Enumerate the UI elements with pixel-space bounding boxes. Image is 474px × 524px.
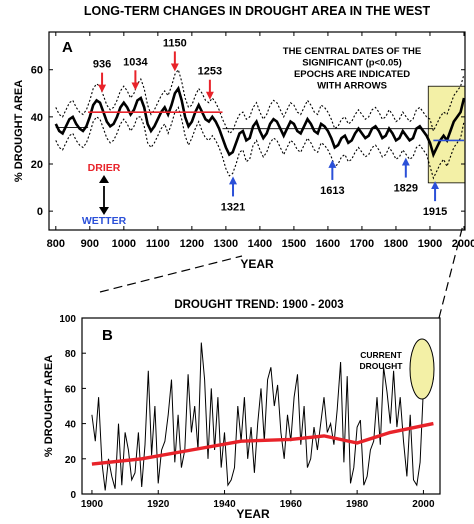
panel-a: 800 900 1000 1100 1200 1300 1400 1500 1600 1700 18… bbox=[13, 31, 474, 271]
x-tick-label: 1700 bbox=[350, 238, 374, 250]
x-tick-label: 1800 bbox=[384, 238, 408, 250]
wetter-label: WETTER bbox=[82, 215, 127, 227]
x-tick-label: 900 bbox=[81, 238, 99, 250]
y-tick-label: 20 bbox=[65, 455, 77, 466]
lower-bound-line bbox=[55, 106, 465, 180]
panel-b-plot bbox=[91, 342, 434, 491]
y-tick-label: 0 bbox=[70, 490, 76, 501]
panel-b-x-axis: 1900 1920 1940 1960 1980 2000 bbox=[81, 490, 435, 510]
wetter-epoch-label: 1915 bbox=[423, 206, 447, 218]
x-tick-label: 1000 bbox=[112, 238, 136, 250]
wetter-arrowhead bbox=[99, 207, 109, 215]
epoch-note-line: EPOCHS ARE INDICATED bbox=[294, 69, 410, 80]
drier-epoch-label: 1150 bbox=[163, 37, 187, 49]
panel-b-xlabel: YEAR bbox=[236, 507, 270, 521]
epoch-note-line: WITH ARROWS bbox=[317, 81, 387, 92]
drier-arrowhead bbox=[99, 175, 109, 183]
current-drought-label: CURRENT DROUGHT bbox=[360, 350, 404, 371]
x-tick-label: 800 bbox=[47, 238, 65, 250]
zoom-connector-left bbox=[99, 255, 243, 293]
smoothed-line bbox=[54, 85, 466, 159]
wetter-epoch-label: 1321 bbox=[221, 201, 245, 213]
drier-epoch-label: 1034 bbox=[123, 56, 148, 68]
x-tick-label: 1300 bbox=[214, 238, 238, 250]
x-tick-label: 1400 bbox=[248, 238, 272, 250]
x-tick-label: 1200 bbox=[180, 238, 204, 250]
upper-bound-line bbox=[55, 68, 465, 135]
panel-b-ylabel: % DROUGHT AREA bbox=[43, 355, 55, 457]
x-tick-label: 1600 bbox=[316, 238, 340, 250]
current-drought-line: DROUGHT bbox=[360, 361, 404, 371]
x-tick-label: 1980 bbox=[346, 499, 369, 510]
panel-a-frame bbox=[48, 31, 466, 231]
epoch-note: THE CENTRAL DATES OF THE SIGNIFICANT (p<0… bbox=[283, 46, 421, 92]
panel-a-xlabel: YEAR bbox=[240, 257, 274, 271]
panel-b-frame bbox=[81, 317, 441, 495]
drier-epoch-label: 1253 bbox=[198, 66, 222, 78]
current-drought-line: CURRENT bbox=[360, 350, 402, 360]
wetter-epoch-label: 1829 bbox=[394, 183, 418, 195]
x-tick-label: 2000 bbox=[452, 238, 474, 250]
x-tick-label: 2000 bbox=[412, 499, 435, 510]
y-tick-label: 40 bbox=[65, 420, 77, 431]
panel-b-title: DROUGHT TREND: 1900 - 2003 bbox=[174, 299, 343, 311]
x-tick-label: 1100 bbox=[146, 238, 170, 250]
y-tick-label: 80 bbox=[65, 349, 77, 360]
epoch-note-line: SIGNIFICANT (p<0.05) bbox=[302, 58, 402, 69]
y-tick-label: 60 bbox=[65, 384, 77, 395]
y-tick-label: 60 bbox=[31, 65, 43, 77]
figure-title: LONG-TERM CHANGES IN DROUGHT AREA IN THE… bbox=[84, 4, 431, 18]
epoch-arrows: 936 1034 1150 1253 1321 1613 1829 1915 bbox=[93, 37, 447, 218]
x-tick-label: 1900 bbox=[81, 499, 104, 510]
annual-series-line bbox=[91, 342, 434, 491]
drier-label: DRIER bbox=[88, 162, 121, 174]
wetter-epoch-label: 1613 bbox=[320, 185, 344, 197]
y-tick-label: 20 bbox=[31, 159, 43, 171]
trend-line bbox=[91, 421, 434, 466]
x-tick-label: 1920 bbox=[147, 499, 170, 510]
drier-epoch-label: 936 bbox=[93, 59, 111, 71]
x-tick-label: 1940 bbox=[213, 499, 236, 510]
zoom-connector-right bbox=[438, 224, 464, 319]
highlight-box-a bbox=[427, 85, 466, 184]
panel-a-x-axis: 800 900 1000 1100 1200 1300 1400 1500 1600 1700 18… bbox=[47, 32, 474, 250]
epoch-note-line: THE CENTRAL DATES OF THE bbox=[283, 46, 421, 57]
x-tick-label: 1500 bbox=[282, 238, 306, 250]
x-tick-label: 1960 bbox=[280, 499, 303, 510]
x-tick-label: 1900 bbox=[418, 238, 442, 250]
y-tick-label: 40 bbox=[31, 112, 43, 124]
panel-b-label: B bbox=[102, 327, 113, 344]
panel-b-y-axis: 0 20 40 60 80 100 bbox=[59, 314, 86, 501]
current-drought-ellipse bbox=[409, 338, 435, 400]
panel-a-y-axis: 0 20 40 60 bbox=[31, 65, 465, 218]
panel-a-plot bbox=[54, 68, 466, 180]
y-tick-label: 100 bbox=[59, 314, 76, 325]
panel-a-ylabel: % DROUGHT AREA bbox=[13, 80, 25, 182]
y-tick-label: 0 bbox=[37, 206, 43, 218]
panel-a-label: A bbox=[62, 39, 73, 56]
